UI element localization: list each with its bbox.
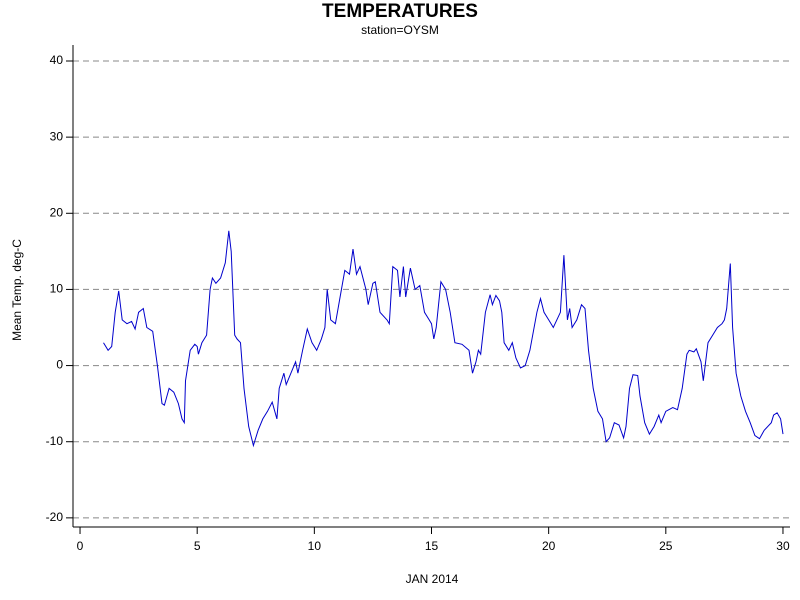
y-tick-label: 40 xyxy=(50,53,64,67)
chart-title: TEMPERATURES xyxy=(322,1,478,22)
y-tick-label: -20 xyxy=(46,510,64,524)
x-axis-label: JAN 2014 xyxy=(406,572,459,586)
x-tick-label: 10 xyxy=(308,539,322,553)
y-tick-label: 30 xyxy=(50,129,64,143)
x-tick-label: 30 xyxy=(776,539,790,553)
x-tick-label: 0 xyxy=(77,539,84,553)
y-tick-label: 20 xyxy=(50,205,64,219)
y-tick-label: 10 xyxy=(50,282,64,296)
x-tick-label: 20 xyxy=(542,539,556,553)
y-tick-label: -10 xyxy=(46,434,64,448)
data-line xyxy=(103,230,784,448)
x-tick-label: 5 xyxy=(194,539,201,553)
x-tick-label: 25 xyxy=(659,539,673,553)
chart-subtitle: station=OYSM xyxy=(361,23,439,37)
y-axis-label: Mean Temp. deg-C xyxy=(10,239,24,341)
x-tick-label: 15 xyxy=(425,539,439,553)
y-tick-label: 0 xyxy=(56,358,63,372)
